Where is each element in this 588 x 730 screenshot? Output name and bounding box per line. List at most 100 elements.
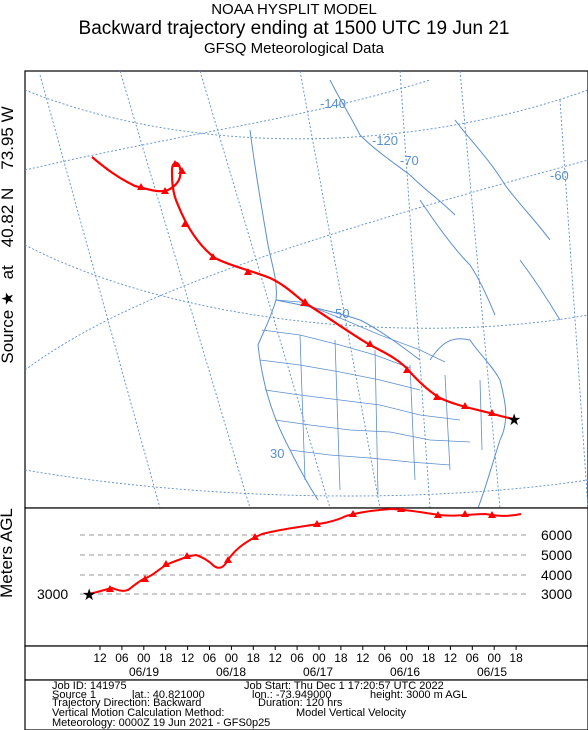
hour-tick-label: 00	[312, 651, 326, 665]
lon-label-60: -60	[550, 168, 569, 183]
date-tick-label: 06/19	[129, 665, 159, 679]
trajectory-marker	[461, 402, 469, 409]
hour-tick-label: 18	[247, 651, 261, 665]
date-tick-label: 06/17	[303, 665, 333, 679]
height-panel-frame	[24, 507, 588, 647]
job-id: Job ID: 141975	[52, 680, 127, 692]
trajectory-marker	[209, 253, 217, 260]
hour-tick-labels: 12 06 00 18 12 06 00 18 12 06 00 18 12 06 00 18 12 06 00 18	[93, 646, 523, 665]
info-row-job: Job ID: 141975 Job Start: Thu Dec 1 17:2…	[52, 680, 444, 692]
height-marker	[434, 511, 442, 518]
info-panel-frame	[24, 679, 588, 730]
source-star-icon: ★	[507, 410, 521, 429]
height-marker	[106, 585, 114, 592]
hour-tick-label: 12	[444, 651, 458, 665]
hour-tick-label: 18	[509, 651, 523, 665]
lon-label-120: -120	[372, 133, 398, 148]
map-coastlines	[249, 79, 561, 508]
vertical-method-label: Vertical Motion Calculation Method:	[52, 707, 225, 719]
hour-tick-label: 18	[159, 651, 173, 665]
hour-tick-label: 00	[488, 651, 502, 665]
source-lon-value: lon.: -73.949000	[252, 689, 332, 701]
height-tick-3000: 3000	[541, 586, 572, 602]
hour-tick-label: 12	[269, 651, 283, 665]
hour-tick-label: 12	[93, 651, 107, 665]
trajectory: ★	[91, 156, 521, 429]
date-tick-label: 06/18	[216, 665, 246, 679]
info-row-vertical: Vertical Motion Calculation Method: Mode…	[52, 707, 406, 719]
trajectory-marker	[366, 340, 374, 347]
hour-tick-label: 06	[203, 651, 217, 665]
hour-tick-label: 06	[466, 651, 480, 665]
hour-tick-label: 00	[225, 651, 239, 665]
trajectory-marker	[300, 298, 310, 306]
height-start-star-icon: ★	[82, 585, 96, 604]
map-frame	[24, 70, 588, 509]
time-axis-frame	[24, 645, 588, 681]
height-marker	[224, 556, 232, 563]
trajectory-marker	[178, 167, 186, 174]
chart-title-meteorology: GFSQ Meteorological Data	[203, 40, 385, 57]
lon-label-70: -70	[400, 153, 419, 168]
map-graticule	[25, 71, 588, 508]
meteorology-value: Meteorology: 0000Z 19 Jun 2021 - GFS0p25	[52, 717, 271, 729]
map-boundaries	[259, 299, 483, 496]
height-marker	[313, 520, 321, 527]
hour-tick-label: 00	[400, 651, 414, 665]
info-row-meteorology: Meteorology: 0000Z 19 Jun 2021 - GFS0p25	[52, 718, 270, 729]
height-marker	[251, 533, 259, 540]
height-tick-5000: 5000	[541, 547, 572, 563]
trajectory-marker	[244, 268, 252, 275]
date-tick-label: 06/15	[477, 665, 507, 679]
trajectory-marker	[488, 409, 496, 416]
trajectory-marker	[181, 220, 189, 227]
job-start: Job Start: Thu Dec 1 17:20:57 UTC 2022	[244, 680, 444, 692]
trajectory-duration: Duration: 120 hrs	[258, 697, 343, 709]
hour-tick-label: 00	[137, 651, 151, 665]
date-tick-labels: 06/19 06/18 06/17 06/16 06/15	[129, 665, 507, 679]
info-row-source: Source 1 lat.: 40.821000 lon.: -73.94900…	[52, 689, 467, 701]
trajectory-markers	[137, 160, 496, 416]
info-row-direction: Trajectory Direction: Backward Duration:…	[52, 697, 342, 709]
map-grid-labels: -140 -120 -70 -60 50 30	[270, 96, 569, 461]
height-profile: ★	[82, 508, 522, 604]
trajectory-marker	[403, 366, 411, 373]
trajectory-marker	[137, 183, 145, 190]
height-marker	[488, 511, 496, 518]
hour-tick-label: 12	[181, 651, 195, 665]
trajectory-marker	[433, 393, 441, 400]
height-tick-6000: 6000	[541, 527, 572, 543]
height-marker	[461, 510, 469, 517]
vertical-method-value: Model Vertical Velocity	[296, 707, 407, 719]
chart-title-model: NOAA HYSPLIT MODEL	[211, 1, 377, 18]
lon-label-140: -140	[320, 96, 346, 111]
source-height-value: height: 3000 m AGL	[370, 689, 468, 701]
hour-tick-label: 18	[422, 651, 436, 665]
height-tick-labels: 6000 5000 4000 3000 3000	[37, 527, 572, 602]
trajectory-marker	[171, 160, 179, 167]
height-markers	[106, 508, 496, 592]
trajectory-marker	[161, 187, 169, 194]
trajectory-direction: Trajectory Direction: Backward	[52, 697, 202, 709]
height-tick-4000: 4000	[541, 567, 572, 583]
source-id: Source 1	[52, 689, 97, 701]
hour-tick-label: 18	[334, 651, 348, 665]
height-gridlines	[80, 534, 528, 595]
height-marker	[397, 508, 405, 512]
lat-label-50: 50	[335, 306, 349, 321]
hour-tick-label: 06	[115, 651, 129, 665]
height-marker	[349, 510, 357, 517]
height-marker	[162, 560, 170, 567]
height-marker	[183, 552, 191, 559]
date-tick-label: 06/16	[390, 665, 420, 679]
height-tick-left-3000: 3000	[37, 586, 68, 602]
source-lat-value: lat.: 40.821000	[132, 689, 205, 701]
height-marker	[141, 575, 149, 582]
hour-tick-label: 06	[290, 651, 304, 665]
title-block: NOAA HYSPLIT MODEL Backward trajectory e…	[0, 0, 588, 58]
hour-tick-label: 06	[378, 651, 392, 665]
chart-title-trajectory: Backward trajectory ending at 1500 UTC 1…	[78, 18, 510, 39]
lat-label-30: 30	[270, 446, 284, 461]
hour-tick-label: 12	[356, 651, 370, 665]
